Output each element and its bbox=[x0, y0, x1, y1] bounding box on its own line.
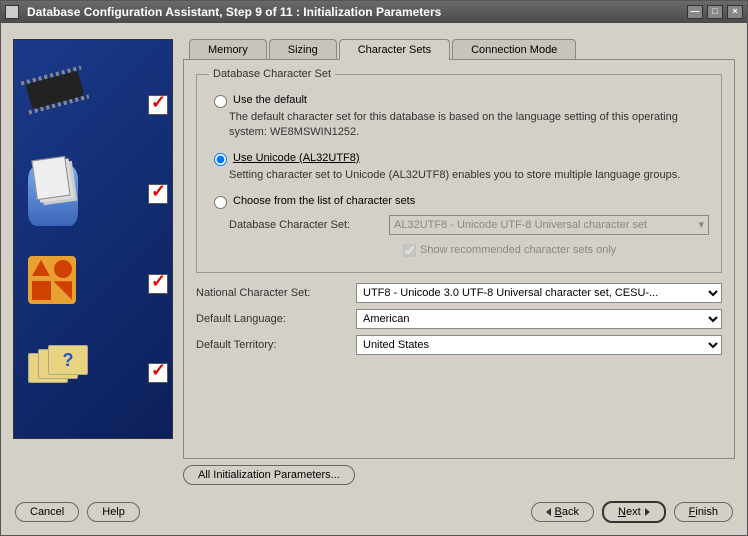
titlebar: Database Configuration Assistant, Step 9… bbox=[1, 1, 747, 23]
main-panel: Memory Sizing Character Sets Connection … bbox=[183, 39, 735, 485]
db-charset-row: Database Character Set: AL32UTF8 - Unico… bbox=[229, 215, 709, 235]
finish-button[interactable]: Finish bbox=[674, 502, 733, 522]
radio-use-default-desc: The default character set for this datab… bbox=[229, 110, 709, 140]
maximize-button[interactable]: □ bbox=[707, 5, 723, 19]
cancel-button[interactable]: Cancel bbox=[15, 502, 79, 522]
shapes-icon bbox=[28, 256, 84, 312]
window-root: Database Configuration Assistant, Step 9… bbox=[0, 0, 748, 536]
back-arrow-icon bbox=[546, 508, 551, 516]
step-check-icon bbox=[148, 274, 168, 294]
radio-use-unicode-input[interactable] bbox=[214, 153, 227, 166]
wizard-step-4: ? bbox=[24, 345, 168, 401]
tab-memory[interactable]: Memory bbox=[189, 39, 267, 60]
wizard-step-3 bbox=[24, 256, 168, 312]
show-recommended-label: Show recommended character sets only bbox=[420, 244, 616, 256]
close-button[interactable]: × bbox=[727, 5, 743, 19]
radio-use-default[interactable]: Use the default bbox=[209, 92, 709, 108]
default-territory-label: Default Territory: bbox=[196, 339, 356, 351]
window-control-group: — □ × bbox=[687, 5, 743, 19]
wizard-step-1 bbox=[24, 77, 168, 133]
default-territory-row: Default Territory: United States bbox=[196, 335, 722, 355]
back-label: ack bbox=[562, 506, 579, 518]
default-language-select[interactable]: American bbox=[356, 309, 722, 329]
step-check-icon bbox=[148, 95, 168, 115]
tab-sizing[interactable]: Sizing bbox=[269, 39, 337, 60]
wizard-button-bar: Cancel Help Back Next Finish bbox=[1, 493, 747, 535]
finish-label: Finish bbox=[689, 506, 718, 518]
database-charset-group: Database Character Set Use the default T… bbox=[196, 68, 722, 273]
window-title: Database Configuration Assistant, Step 9… bbox=[27, 5, 687, 19]
all-init-params-button[interactable]: All Initialization Parameters... bbox=[183, 465, 355, 485]
tab-panel: Database Character Set Use the default T… bbox=[183, 59, 735, 459]
national-charset-row: National Character Set: UTF8 - Unicode 3… bbox=[196, 283, 722, 303]
show-recommended-checkbox bbox=[403, 244, 416, 257]
radio-choose-list-label: Choose from the list of character sets bbox=[233, 195, 415, 207]
step-check-icon bbox=[148, 184, 168, 204]
national-charset-label: National Character Set: bbox=[196, 287, 356, 299]
national-charset-select[interactable]: UTF8 - Unicode 3.0 UTF-8 Universal chara… bbox=[356, 283, 722, 303]
all-params-row: All Initialization Parameters... bbox=[183, 465, 735, 485]
radio-use-unicode[interactable]: Use Unicode (AL32UTF8) bbox=[209, 150, 709, 166]
wizard-step-2 bbox=[24, 166, 168, 222]
chip-icon bbox=[28, 77, 84, 133]
default-language-label: Default Language: bbox=[196, 313, 356, 325]
db-charset-label: Database Character Set: bbox=[229, 219, 389, 231]
radio-use-unicode-desc: Setting character set to Unicode (AL32UT… bbox=[229, 168, 709, 183]
radio-use-default-input[interactable] bbox=[214, 95, 227, 108]
tab-connection-mode[interactable]: Connection Mode bbox=[452, 39, 576, 60]
radio-use-unicode-label: Use Unicode (AL32UTF8) bbox=[233, 152, 360, 164]
database-docs-icon bbox=[28, 166, 84, 222]
show-recommended-row: Show recommended character sets only bbox=[399, 241, 709, 260]
step-check-icon bbox=[148, 363, 168, 383]
default-language-row: Default Language: American bbox=[196, 309, 722, 329]
group-legend: Database Character Set bbox=[209, 68, 335, 80]
next-button[interactable]: Next bbox=[602, 501, 666, 523]
minimize-button[interactable]: — bbox=[687, 5, 703, 19]
next-label: ext bbox=[626, 506, 641, 518]
wizard-sidebar: ? bbox=[13, 39, 173, 439]
back-button[interactable]: Back bbox=[531, 502, 594, 522]
folders-help-icon: ? bbox=[28, 345, 84, 401]
default-territory-select[interactable]: United States bbox=[356, 335, 722, 355]
radio-choose-list-input[interactable] bbox=[214, 196, 227, 209]
tab-character-sets[interactable]: Character Sets bbox=[339, 39, 450, 60]
body: ? Memory Sizing Character Sets Connectio… bbox=[1, 23, 747, 493]
help-button[interactable]: Help bbox=[87, 502, 140, 522]
radio-choose-list[interactable]: Choose from the list of character sets bbox=[209, 193, 709, 209]
next-arrow-icon bbox=[645, 508, 650, 516]
tab-bar: Memory Sizing Character Sets Connection … bbox=[189, 39, 735, 60]
db-charset-select: AL32UTF8 - Unicode UTF-8 Universal chara… bbox=[389, 215, 709, 235]
radio-use-default-label: Use the default bbox=[233, 94, 307, 106]
app-icon bbox=[5, 5, 19, 19]
